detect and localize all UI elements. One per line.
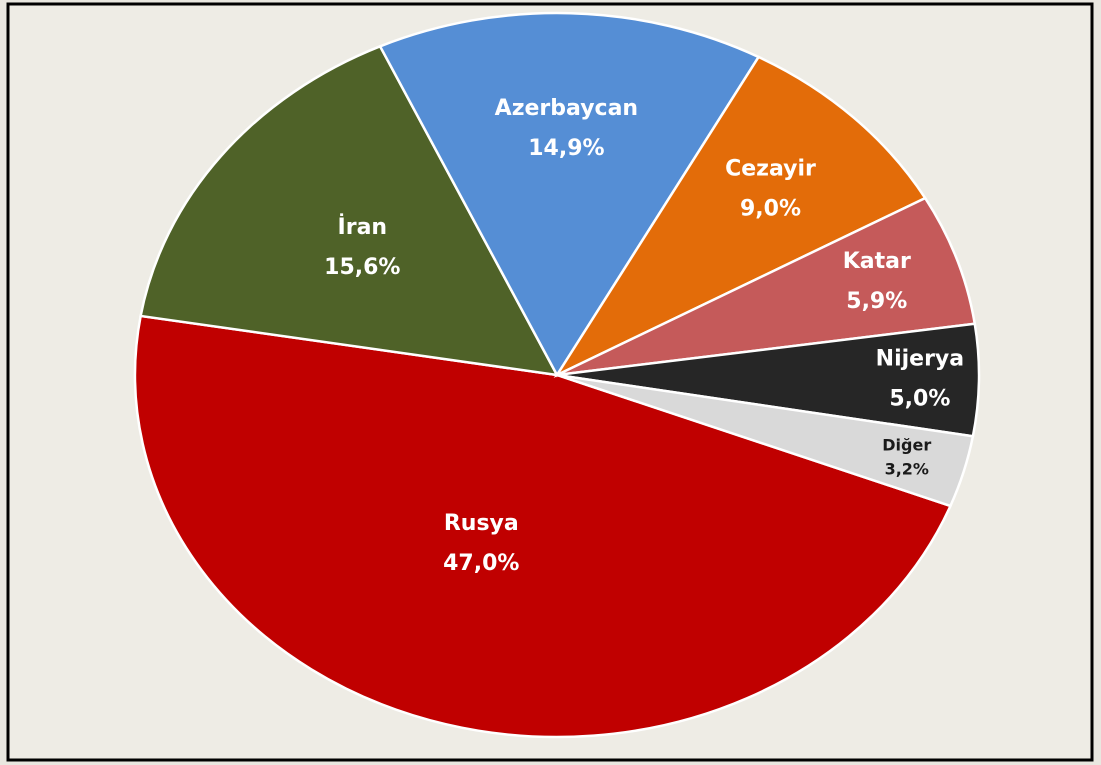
pie-slice	[556, 373, 975, 508]
slice-label: Katar	[843, 249, 911, 274]
pie-slice	[378, 11, 761, 378]
slice-label: Azerbaycan	[495, 96, 638, 121]
slice-label: Diğer	[882, 436, 931, 455]
slice-label: Nijerya	[876, 346, 964, 371]
slice-value-label: 3,2%	[885, 460, 929, 479]
slice-label: İran	[338, 214, 388, 240]
slice-label: Rusya	[444, 511, 519, 536]
pie-slice	[553, 55, 927, 379]
slice-value-label: 9,0%	[740, 197, 801, 222]
slice-value-label: 47,0%	[443, 551, 519, 576]
pie-slice	[133, 314, 953, 739]
pie-slice	[139, 44, 560, 377]
slice-value-label: 5,9%	[846, 289, 907, 314]
pie-slice	[556, 196, 977, 377]
slice-label: Cezayir	[725, 157, 816, 182]
slice-value-label: 15,6%	[324, 255, 400, 280]
slice-value-label: 5,0%	[889, 386, 950, 411]
slice-value-label: 14,9%	[528, 136, 604, 161]
